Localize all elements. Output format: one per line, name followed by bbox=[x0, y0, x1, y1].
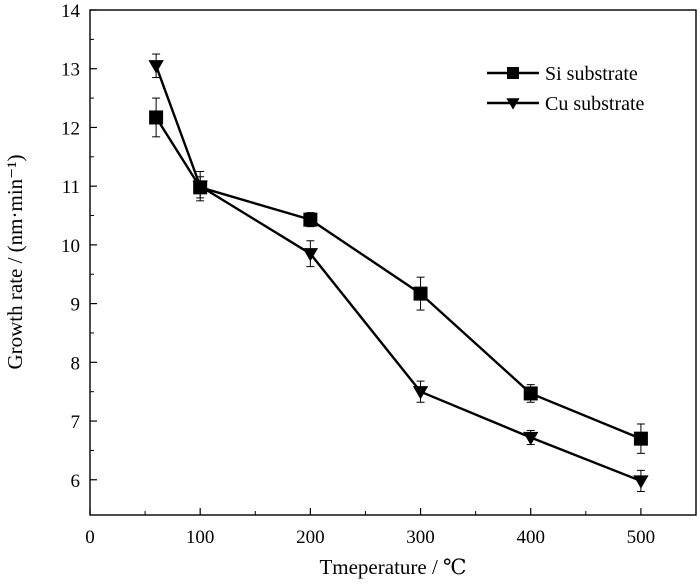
y-tick-label: 13 bbox=[61, 60, 80, 81]
plot-frame bbox=[89, 9, 697, 516]
triangle-down-marker bbox=[192, 180, 208, 194]
legend-item: Si substrate bbox=[487, 63, 638, 85]
square-marker bbox=[633, 431, 648, 446]
legend-label: Cu substrate bbox=[545, 93, 645, 115]
square-marker bbox=[413, 286, 428, 301]
square-marker bbox=[507, 67, 519, 79]
axis-ticks: 0 100 200 300 400 500 6 7 8 9 10 11 12 13 14 bbox=[61, 1, 655, 548]
x-tick-label: 500 bbox=[627, 527, 656, 548]
data-series bbox=[148, 53, 649, 493]
square-marker bbox=[149, 110, 164, 125]
x-tick-label: 0 bbox=[85, 527, 95, 548]
x-tick-label: 400 bbox=[516, 527, 545, 548]
y-tick-label: 9 bbox=[71, 295, 81, 316]
legend: Si substrate Cu substrate bbox=[487, 63, 645, 115]
y-tick-label: 7 bbox=[71, 412, 81, 433]
y-tick-label: 6 bbox=[71, 471, 81, 492]
x-tick-label: 200 bbox=[296, 527, 325, 548]
triangle-down-marker bbox=[412, 386, 429, 400]
x-tick-label: 300 bbox=[406, 527, 435, 548]
y-tick-label: 10 bbox=[61, 236, 80, 257]
triangle-down-marker bbox=[506, 98, 520, 110]
triangle-down-marker bbox=[633, 475, 649, 489]
square-marker bbox=[523, 386, 538, 401]
y-tick-label: 14 bbox=[61, 1, 81, 22]
triangle-down-marker bbox=[523, 431, 539, 446]
triangle-down-marker bbox=[148, 60, 164, 74]
square-marker bbox=[303, 212, 318, 227]
y-tick-label: 11 bbox=[62, 177, 80, 198]
series-line bbox=[154, 65, 642, 483]
x-tick-label: 100 bbox=[186, 527, 215, 548]
series-cu-substrate bbox=[148, 53, 649, 493]
y-tick-label: 12 bbox=[61, 118, 80, 139]
legend-label: Si substrate bbox=[545, 63, 638, 85]
y-axis-title: Growth rate / (nm·min⁻¹) bbox=[3, 154, 27, 369]
y-tick-label: 8 bbox=[71, 353, 81, 374]
series-line bbox=[155, 116, 642, 440]
x-axis-title: Tmeperature / ℃ bbox=[319, 555, 466, 579]
triangle-down-marker bbox=[302, 248, 319, 262]
series-si-substrate bbox=[149, 97, 648, 454]
legend-item: Cu substrate bbox=[487, 93, 645, 115]
